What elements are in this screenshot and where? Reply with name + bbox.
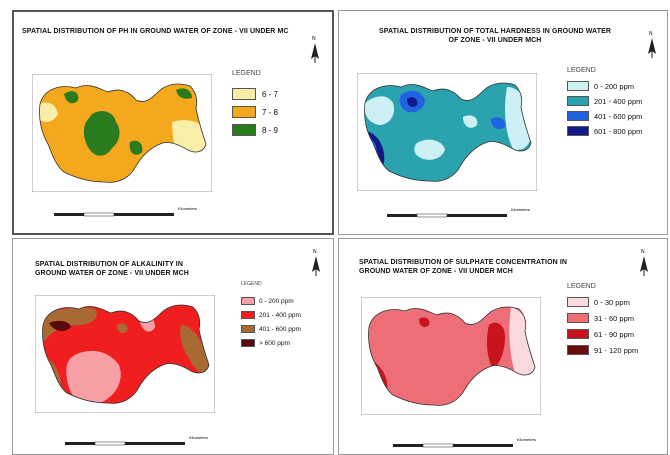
hardness-legend-label-3: 401 - 600 ppm <box>594 111 643 121</box>
ph-legend-label-2: 7 - 8 <box>262 107 279 117</box>
ph-zone-8-9-center <box>83 111 120 156</box>
sulphate-title-line-1: SPATIAL DISTRIBUTION OF SULPHATE CONCENT… <box>359 259 568 266</box>
ph-legend-swatch-2 <box>232 106 256 118</box>
sulphate-legend-swatch-1 <box>567 297 589 307</box>
alkalinity-map <box>35 295 215 413</box>
ph-legend-swatch-3 <box>232 124 256 136</box>
hardness-legend-swatch-3 <box>567 111 589 121</box>
ph-legend-label-3: 8 - 9 <box>262 125 279 135</box>
sulphate-map-title: SPATIAL DISTRIBUTION OF SULPHATE CONCENT… <box>359 258 639 276</box>
sulphate-legend-label-4: 91 - 120 ppm <box>594 345 639 355</box>
alkalinity-legend-label-4: > 600 ppm <box>259 339 290 347</box>
sulphate-legend-swatch-4 <box>567 345 589 355</box>
panel-alkalinity-map: SPATIAL DISTRIBUTION OF ALKALINITY IN GR… <box>12 238 334 455</box>
sulphate-legend-swatch-2 <box>567 313 589 323</box>
hardness-legend-item-4: 601 - 800 ppm <box>567 126 642 136</box>
alkalinity-legend-item-4: > 600 ppm <box>241 339 290 347</box>
alkalinity-legend-item-2: 201 - 400 ppm <box>241 311 301 319</box>
ph-legend-swatch-1 <box>232 88 256 100</box>
alkalinity-map-title: SPATIAL DISTRIBUTION OF ALKALINITY IN GR… <box>35 260 295 278</box>
alkalinity-legend-swatch-2 <box>241 311 255 319</box>
hardness-scale-bar: Kilometers <box>387 207 567 221</box>
ph-zone-6-7-west <box>40 102 58 122</box>
sulphate-legend-swatch-3 <box>567 329 589 339</box>
hardness-legend-swatch-1 <box>567 81 589 91</box>
hardness-map <box>357 73 537 191</box>
hardness-legend-item-3: 401 - 600 ppm <box>567 111 642 121</box>
hardness-map-title: SPATIAL DISTRIBUTION OF TOTAL HARDNESS I… <box>345 27 645 45</box>
sulphate-legend-label-3: 61 - 90 ppm <box>594 329 635 339</box>
hardness-title-line-1: SPATIAL DISTRIBUTION OF TOTAL HARDNESS I… <box>379 28 611 35</box>
ph-zone-8-9-south <box>129 140 143 155</box>
north-arrow-icon: N <box>637 249 651 276</box>
north-label: N <box>313 249 317 255</box>
north-arrow-icon: N <box>309 249 323 276</box>
hardness-legend-swatch-4 <box>567 126 589 136</box>
hardness-title-line-2: OF ZONE - VII UNDER MCH <box>448 37 542 44</box>
ph-map-title: SPATIAL DISTRIBUTION OF PH IN GROUND WAT… <box>22 28 289 35</box>
panel-hardness-map: SPATIAL DISTRIBUTION OF TOTAL HARDNESS I… <box>338 10 668 235</box>
alkalinity-legend-label-2: 201 - 400 ppm <box>259 311 301 319</box>
panel-sulphate-map: SPATIAL DISTRIBUTION OF SULPHATE CONCENT… <box>338 238 668 455</box>
north-label: N <box>312 36 316 42</box>
alkalinity-legend-swatch-4 <box>241 339 255 347</box>
sulphate-legend-item-3: 61 - 90 ppm <box>567 329 634 339</box>
ph-legend-title: LEGEND <box>232 70 261 77</box>
alkalinity-scale-unit: Kilometers <box>189 435 208 440</box>
sulphate-legend-item-1: 0 - 30 ppm <box>567 297 630 307</box>
sulphate-legend-title: LEGEND <box>567 283 596 290</box>
ph-scale-bar: Kilometers <box>54 206 234 220</box>
hardness-legend-title: LEGEND <box>567 67 596 74</box>
sulphate-scale-bar: Kilometers <box>393 437 573 451</box>
alkalinity-legend-label-1: 0 - 200 ppm <box>259 297 294 305</box>
sulphate-map <box>361 297 541 415</box>
alkalinity-title-line-1: SPATIAL DISTRIBUTION OF ALKALINITY IN <box>35 261 183 268</box>
hardness-legend-label-4: 601 - 800 ppm <box>594 126 643 136</box>
ph-map <box>32 74 212 192</box>
alkalinity-scale-bar: Kilometers <box>65 435 245 449</box>
ph-zone-8-9-north <box>64 91 79 104</box>
alkalinity-legend-title: LEGEND <box>241 281 262 287</box>
north-arrow-icon: N <box>308 36 322 63</box>
sulphate-legend-item-4: 91 - 120 ppm <box>567 345 638 355</box>
sulphate-legend-label-2: 31 - 60 ppm <box>594 313 635 323</box>
alkalinity-legend-item-1: 0 - 200 ppm <box>241 297 294 305</box>
alkalinity-legend-label-3: 401 - 600 ppm <box>259 325 301 333</box>
sulphate-scale-unit: Kilometers <box>517 437 536 442</box>
alkalinity-legend-item-3: 401 - 600 ppm <box>241 325 301 333</box>
ph-legend-item-1: 6 - 7 <box>232 88 278 100</box>
alkalinity-legend-swatch-1 <box>241 297 255 305</box>
ph-zone-6-7-east <box>172 120 207 164</box>
sulphate-title-line-2: GROUND WATER OF ZONE - VII UNDER MCH <box>359 268 513 275</box>
hardness-legend-item-1: 0 - 200 ppm <box>567 81 634 91</box>
north-arrow-icon: N <box>645 31 659 58</box>
sulphate-legend-item-2: 31 - 60 ppm <box>567 313 634 323</box>
ph-zone-8-9-ne <box>176 88 192 99</box>
north-label: N <box>649 31 653 37</box>
hardness-legend-label-1: 0 - 200 ppm <box>594 81 635 91</box>
north-label: N <box>641 249 645 255</box>
ph-legend-label-1: 6 - 7 <box>262 89 279 99</box>
hardness-legend-swatch-2 <box>567 96 589 106</box>
panel-ph-map: SPATIAL DISTRIBUTION OF PH IN GROUND WAT… <box>12 10 334 235</box>
ph-legend-item-2: 7 - 8 <box>232 106 278 118</box>
ph-scale-unit: Kilometers <box>178 206 197 211</box>
alkalinity-title-line-2: GROUND WATER OF ZONE - VII UNDER MCH <box>35 270 189 277</box>
hardness-scale-unit: Kilometers <box>511 207 530 212</box>
ph-legend-item-3: 8 - 9 <box>232 124 278 136</box>
alkalinity-legend-swatch-3 <box>241 325 255 333</box>
sulphate-legend-label-1: 0 - 30 ppm <box>594 297 630 307</box>
hardness-legend-item-2: 201 - 400 ppm <box>567 96 642 106</box>
hardness-legend-label-2: 201 - 400 ppm <box>594 96 643 106</box>
